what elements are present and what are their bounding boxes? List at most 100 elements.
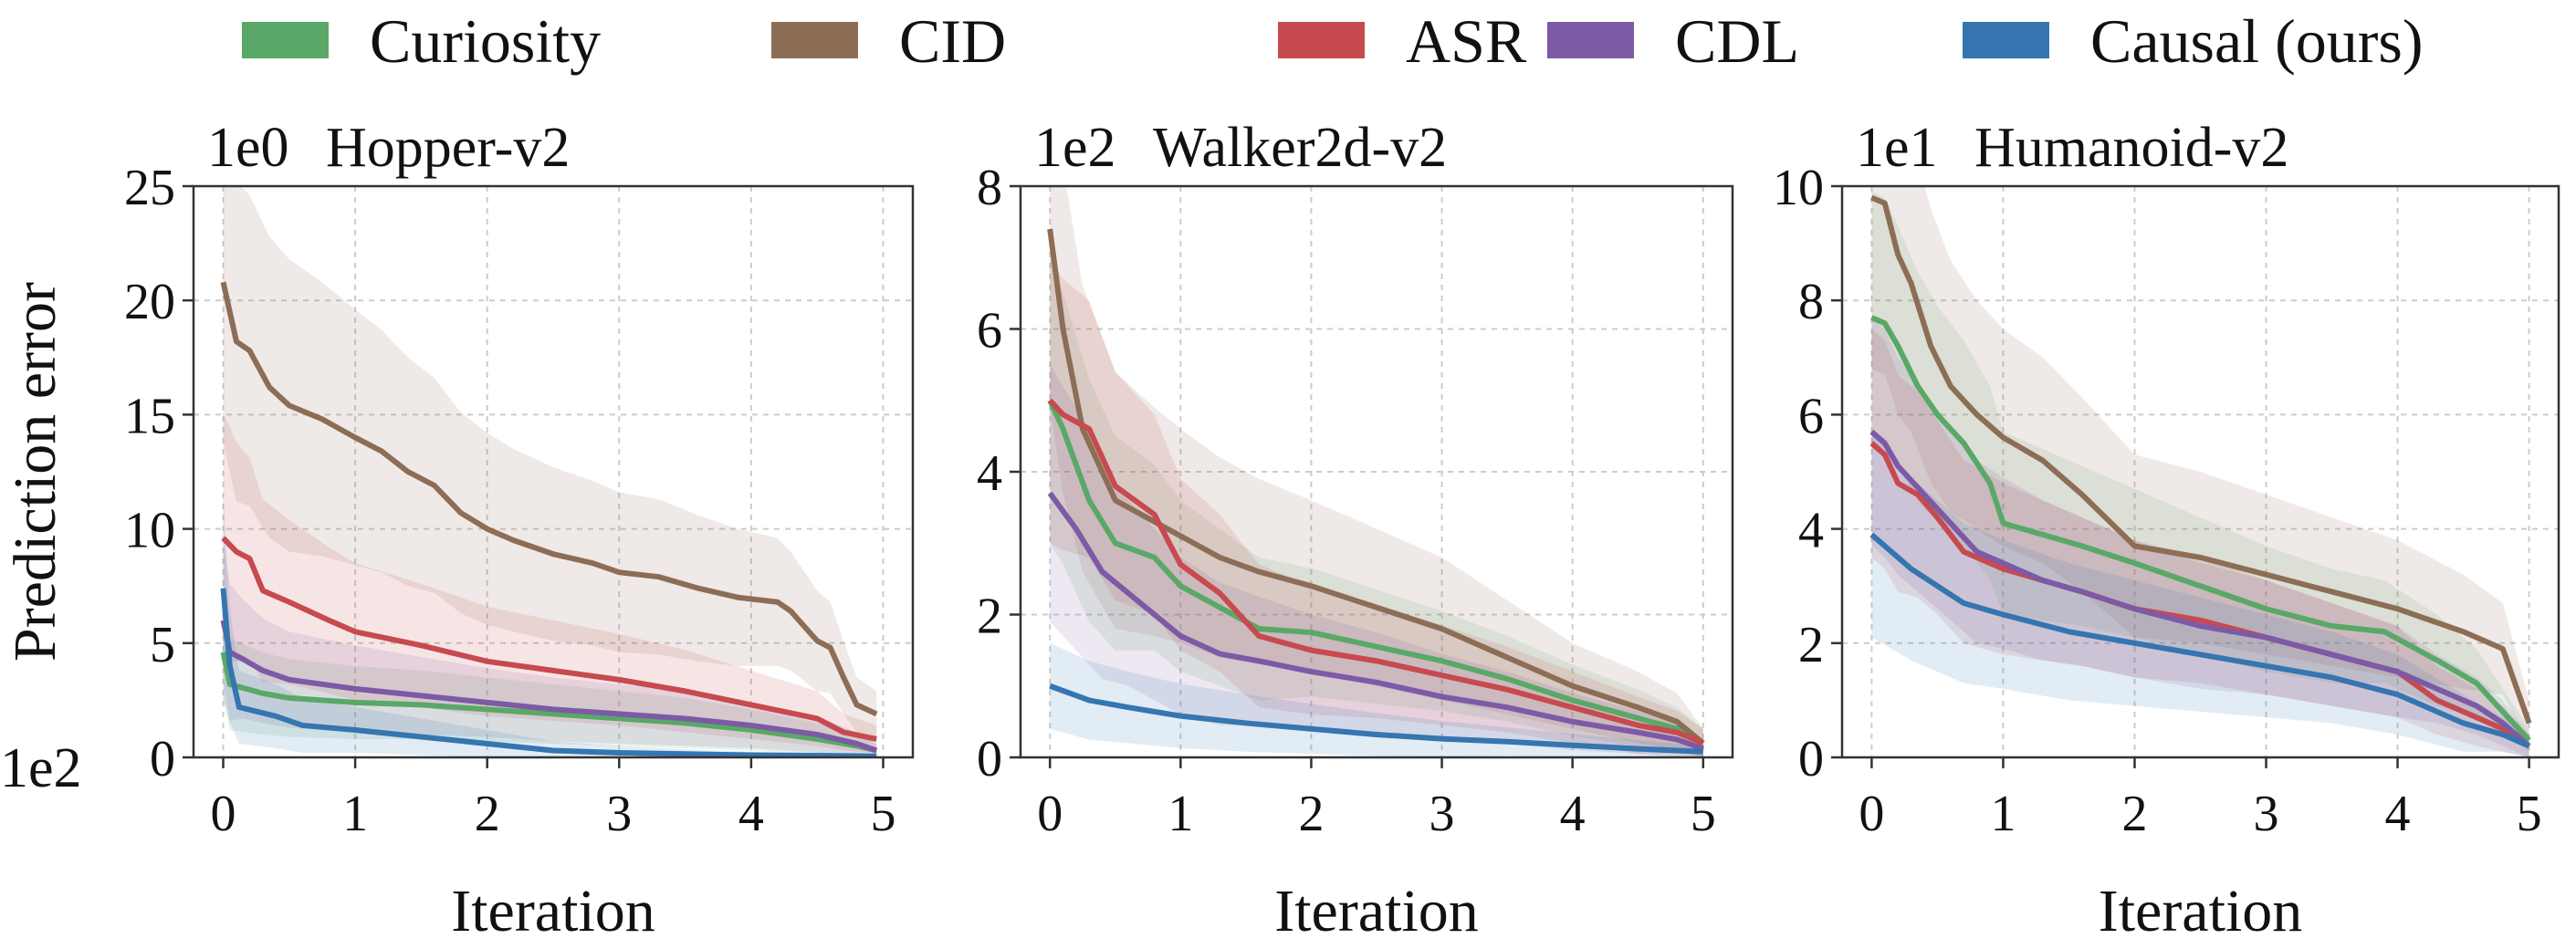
band-asr xyxy=(1871,328,2529,757)
panel-walker2d-v2: 0 1 2 3 4 5 0 2 4 6 8 1e2 Walker2d-v2 Iteration xyxy=(977,117,1734,944)
x-tick-label: 2 xyxy=(1298,786,1324,842)
band-causal-ours xyxy=(1871,432,2529,757)
legend: Curiosity CID ASR CDL Causal (ours) xyxy=(242,6,2423,76)
band-curiosity xyxy=(1871,192,2529,752)
x-tick-label: 1 xyxy=(342,786,368,842)
band-cdl xyxy=(1871,317,2529,757)
x-tick-label: 3 xyxy=(2254,786,2279,842)
panel-title: Walker2d-v2 xyxy=(1153,117,1447,179)
x-tick-label: 5 xyxy=(2517,786,2542,842)
y-tick-label: 0 xyxy=(150,731,175,787)
y-tick-label: 5 xyxy=(150,617,175,673)
confidence-bands xyxy=(1871,186,2529,757)
legend-entry-asr: ASR xyxy=(1278,6,1527,76)
y-tick-label: 6 xyxy=(1798,388,1824,444)
series-line-cdl xyxy=(1869,429,2531,748)
series-lines xyxy=(220,281,878,757)
series-lines xyxy=(1047,228,1705,755)
y-tick-label: 10 xyxy=(1773,160,1824,216)
legend-swatch-curiosity xyxy=(242,22,329,58)
legend-entry-causal-ours: Causal (ours) xyxy=(1963,6,2423,76)
x-axis-title: Iteration xyxy=(1274,878,1479,944)
band-asr xyxy=(223,412,877,753)
series-line-cid xyxy=(1047,228,1705,746)
x-tick-label: 4 xyxy=(1560,786,1586,842)
panel-humanoid-v2: 0 1 2 3 4 5 0 2 4 6 8 10 1e1 Humanoid-v2 Iteration xyxy=(1773,117,2560,944)
legend-swatch-asr xyxy=(1278,22,1365,58)
band-cid xyxy=(1050,186,1703,757)
confidence-bands xyxy=(1050,186,1703,757)
x-scale-label: 1e2 xyxy=(0,737,82,799)
y-tick-label: 2 xyxy=(977,589,1002,645)
x-tick-label: 5 xyxy=(1691,786,1716,842)
y-scale-label: 1e0 xyxy=(207,117,289,179)
band-asr xyxy=(1050,257,1703,757)
y-tick-label: 8 xyxy=(977,160,1002,216)
plot-frame xyxy=(192,184,915,759)
y-tick-label: 0 xyxy=(977,731,1002,787)
x-tick-label: 5 xyxy=(870,786,895,842)
legend-label-curiosity: Curiosity xyxy=(370,6,601,76)
legend-label-asr: ASR xyxy=(1406,6,1527,76)
series-line-cid xyxy=(220,281,878,717)
legend-label-cdl: CDL xyxy=(1675,6,1799,76)
plot-area xyxy=(194,186,913,757)
x-tick-label: 0 xyxy=(1859,786,1884,842)
legend-swatch-cdl xyxy=(1547,22,1634,58)
y-axis-title: Prediction error xyxy=(2,282,68,662)
series-line-asr xyxy=(1047,398,1704,746)
legend-entry-cid: CID xyxy=(771,6,1006,76)
legend-label-cid: CID xyxy=(899,6,1006,76)
series-line-cdl xyxy=(220,620,878,754)
x-tick-label: 1 xyxy=(1990,786,2016,842)
y-tick-label: 0 xyxy=(1798,731,1824,787)
band-curiosity xyxy=(1050,257,1703,757)
legend-swatch-causal-ours xyxy=(1963,22,2049,58)
y-tick-label: 4 xyxy=(1798,503,1824,559)
series-line-curiosity xyxy=(220,652,877,754)
x-tick-label: 4 xyxy=(738,786,764,842)
y-tick-label: 6 xyxy=(977,303,1002,360)
x-tick-label: 4 xyxy=(2385,786,2411,842)
band-cid xyxy=(1871,186,2529,746)
band-causal-ours xyxy=(1050,642,1703,757)
series-line-curiosity xyxy=(1047,399,1705,746)
plot-frame xyxy=(1840,184,2560,759)
series-line-asr xyxy=(221,536,877,742)
y-scale-label: 1e1 xyxy=(1856,117,1938,179)
panel-title: Humanoid-v2 xyxy=(1974,117,2288,179)
series-line-causal-ours xyxy=(220,588,877,757)
x-tick-label: 3 xyxy=(606,786,632,842)
legend-swatch-cid xyxy=(771,22,858,58)
y-tick-label: 2 xyxy=(1798,617,1824,673)
y-tick-label: 15 xyxy=(124,388,175,444)
legend-entry-cdl: CDL xyxy=(1547,6,1799,76)
x-tick-label: 0 xyxy=(1037,786,1063,842)
y-tick-label: 10 xyxy=(124,503,175,559)
x-tick-label: 0 xyxy=(211,786,236,842)
x-tick-label: 3 xyxy=(1429,786,1455,842)
band-cdl xyxy=(1050,364,1703,757)
x-tick-label: 2 xyxy=(2121,786,2147,842)
y-tick-label: 25 xyxy=(124,160,175,216)
y-tick-label: 8 xyxy=(1798,274,1824,330)
series-lines xyxy=(1869,194,2532,749)
band-causal-ours xyxy=(223,496,877,757)
y-scale-label: 1e2 xyxy=(1034,117,1116,179)
series-line-curiosity xyxy=(1870,315,2531,743)
x-axis-title: Iteration xyxy=(451,878,655,944)
panel-hopper-v2: 0 1 2 3 4 5 0 5 10 15 20 25 1e0 Hopper-v2 Iteration xyxy=(124,117,915,944)
series-line-cdl xyxy=(1047,491,1704,752)
panel-title: Hopper-v2 xyxy=(326,117,570,179)
legend-label-causal-ours: Causal (ours) xyxy=(2090,6,2423,76)
y-tick-label: 20 xyxy=(124,274,175,330)
x-tick-label: 2 xyxy=(475,786,500,842)
series-line-cid xyxy=(1870,194,2532,725)
series-line-causal-ours xyxy=(1049,683,1703,755)
y-tick-label: 4 xyxy=(977,445,1002,502)
x-axis-title: Iteration xyxy=(2099,878,2303,944)
series-line-causal-ours xyxy=(1869,532,2530,749)
x-tick-label: 1 xyxy=(1168,786,1193,842)
